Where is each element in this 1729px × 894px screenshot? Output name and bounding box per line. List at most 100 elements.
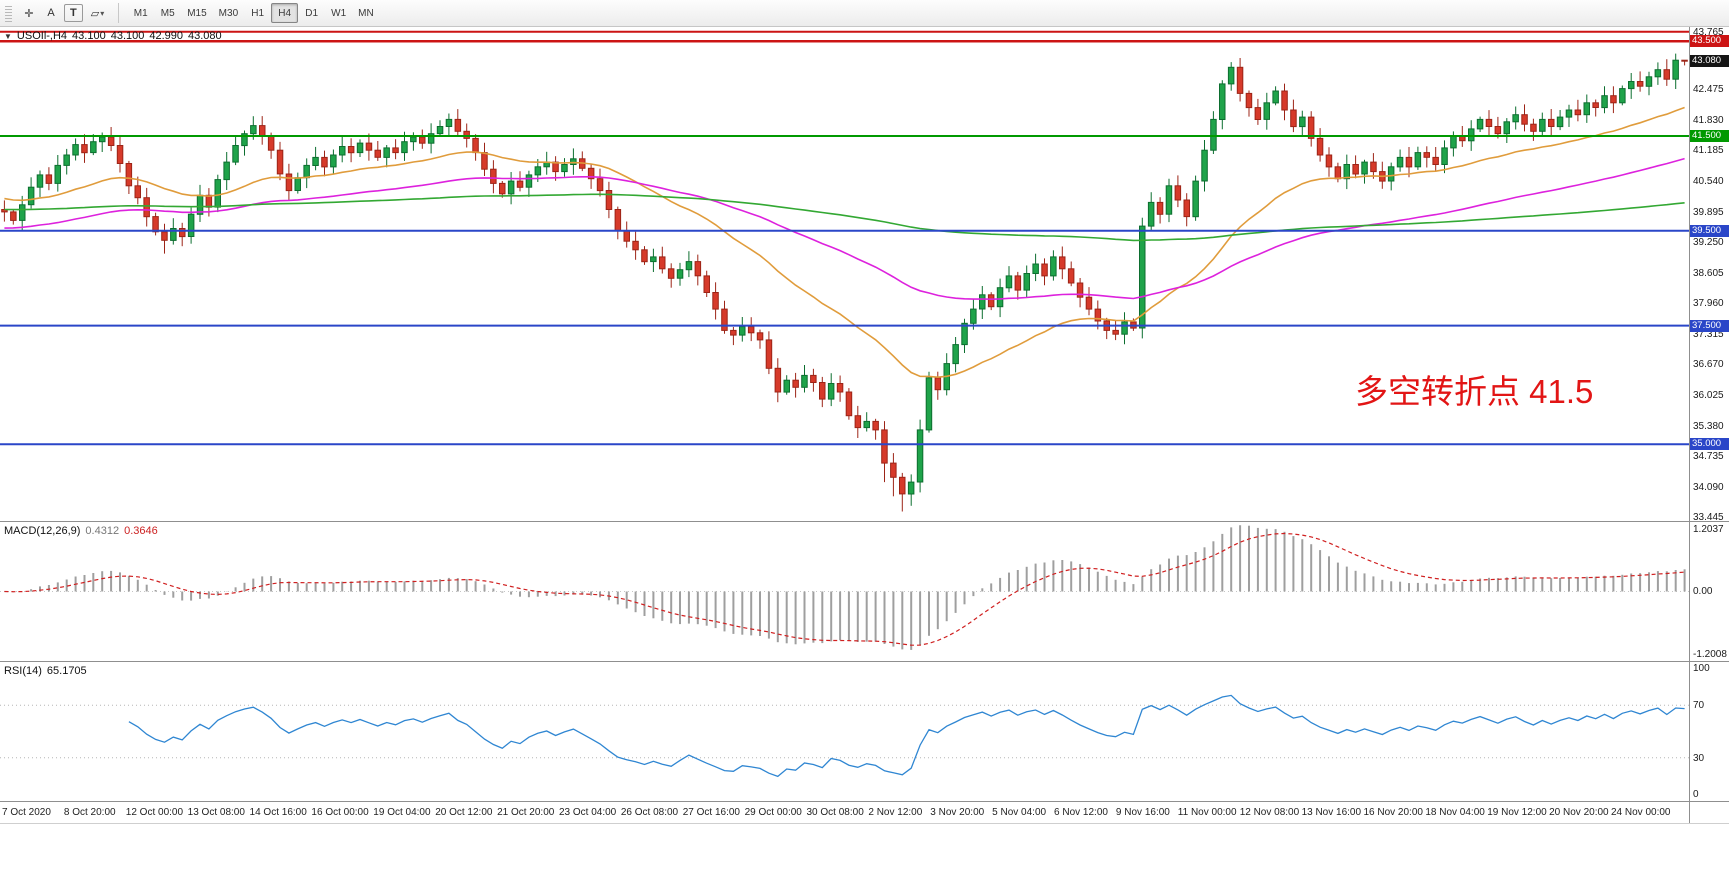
rsi-axis-label: 100: [1693, 663, 1710, 674]
time-axis-label: 19 Oct 04:00: [373, 807, 431, 818]
price-axis-label: 38.605: [1693, 267, 1724, 279]
macd-axis: 1.2037 0.00 -1.2008: [1689, 522, 1729, 661]
price-tag-39.500: 39.500: [1690, 224, 1729, 237]
time-axis-label: 23 Oct 04:00: [558, 807, 617, 818]
timeframe-button-m30[interactable]: M30: [218, 7, 239, 19]
time-axis-label: 13 Nov 16:00: [1301, 807, 1362, 818]
tool-button-shapes-dropdown[interactable]: ▱ ▾: [90, 7, 105, 20]
time-axis-label: 16 Oct 00:00: [311, 807, 369, 818]
time-axis-label: 26 Oct 08:00: [620, 807, 679, 818]
timeframe-button-m15[interactable]: M15: [187, 7, 207, 19]
macd-panel[interactable]: MACD(12,26,9) 0.4312 0.3646 1.2037 0.00 -1…: [0, 522, 1729, 662]
macd-chart: [0, 525, 1689, 650]
price-tag-37.500: 37.500: [1690, 319, 1729, 332]
time-axis-label: 20 Nov 20:00: [1549, 807, 1609, 818]
timeframe-button-h1[interactable]: H1: [251, 7, 265, 19]
time-axis-label: 6 Nov 12:00: [1054, 807, 1108, 818]
collapse-chart-icon[interactable]: ▼: [4, 31, 12, 41]
rsi-panel[interactable]: RSI(14) 65.1705 100 70 30 0: [0, 662, 1729, 802]
empty-area: [0, 824, 1729, 894]
close-value: 43.080: [188, 30, 222, 42]
time-axis-label: 3 Nov 20:00: [930, 807, 985, 818]
ma-fast-line: [4, 106, 1685, 379]
macd-main-value: 0.4312: [85, 525, 120, 537]
price-tag-41.500: 41.500: [1690, 130, 1729, 143]
symbol-ohlc-header: ▼ USOIl-,H4 43.100 43.100 42.990 43.080: [4, 30, 222, 42]
time-axis-label: 30 Oct 08:00: [806, 807, 864, 818]
time-axis-label: 29 Oct 00:00: [744, 807, 802, 818]
time-axis-label: 11 Nov 00:00: [1177, 807, 1237, 818]
time-axis-label: 21 Oct 20:00: [497, 807, 555, 818]
time-axis-label: 13 Oct 08:00: [187, 807, 245, 818]
chart-annotation-text[interactable]: 多空转折点 41.5: [1355, 373, 1594, 410]
timeframe-button-m1[interactable]: M1: [133, 7, 148, 19]
time-axis-label: 19 Nov 12:00: [1487, 807, 1547, 818]
timeframe-button-mn[interactable]: MN: [358, 7, 374, 19]
tool-button-crosshair[interactable]: ✛: [24, 7, 34, 20]
rsi-axis-label: 30: [1693, 752, 1705, 764]
axis-corner: [1689, 802, 1729, 823]
timeframe-button-m5[interactable]: M5: [160, 7, 175, 19]
symbol-label: USOIl-,H4: [16, 30, 68, 42]
timeframe-button-d1[interactable]: D1: [305, 7, 319, 19]
price-axis-label: 36.025: [1693, 390, 1724, 402]
price-axis-label: 41.185: [1693, 145, 1724, 157]
macd-histogram: [12, 525, 1686, 650]
rsi-line: [128, 694, 1685, 778]
price-axis-label: 34.735: [1693, 451, 1724, 463]
toolbar-grip[interactable]: [5, 4, 12, 22]
rsi-axis: 100 70 30 0: [1689, 662, 1729, 801]
price-axis-label: 40.540: [1693, 176, 1724, 188]
time-axis-label: 16 Nov 20:00: [1363, 807, 1423, 818]
macd-signal-line: [4, 532, 1685, 646]
rsi-axis-label: 70: [1693, 700, 1705, 712]
price-axis-label: 42.475: [1693, 84, 1724, 96]
macd-header: MACD(12,26,9) 0.4312 0.3646: [4, 525, 158, 537]
main-chart-panel[interactable]: ▼ USOIl-,H4 43.100 43.100 42.990 43.080 …: [0, 27, 1729, 522]
time-axis-label: 7 Oct 2020: [2, 807, 51, 818]
macd-axis-label: 1.2037: [1693, 524, 1724, 535]
high-value: 43.100: [110, 30, 145, 42]
rsi-value: 65.1705: [46, 665, 87, 677]
timeframes-group: M1 M5 M15 M30 H1 H4 D1 W1 MN: [127, 3, 379, 23]
macd-axis-label: 0.00: [1693, 585, 1713, 597]
time-axis[interactable]: 7 Oct 2020 8 Oct 20:00 12 Oct 00:00 13 Oct …: [0, 802, 1729, 824]
timeframe-button-h4[interactable]: H4: [271, 3, 299, 23]
time-axis-label: 2 Nov 12:00: [868, 807, 923, 818]
macd-signal-value: 0.3646: [124, 525, 158, 537]
time-axis-label: 18 Nov 04:00: [1425, 807, 1485, 818]
price-tag-35.000: 35.000: [1690, 438, 1729, 451]
candlestick-chart[interactable]: [0, 27, 1689, 520]
price-tag-43.500: 43.500: [1690, 35, 1729, 48]
price-tag-43.080: 43.080: [1690, 55, 1729, 68]
macd-axis-label: -1.2008: [1693, 649, 1727, 660]
price-axis-label: 37.315: [1693, 328, 1724, 340]
ma-slow-line: [4, 193, 1685, 242]
price-axis-label: 34.090: [1693, 481, 1724, 493]
rsi-axis-label: 0: [1693, 789, 1699, 800]
rsi-header: RSI(14) 65.1705: [4, 665, 87, 677]
ma-mid-line: [4, 157, 1685, 301]
time-axis-label: 5 Nov 04:00: [992, 807, 1047, 818]
time-axis-label: 9 Nov 16:00: [1115, 807, 1170, 818]
low-value: 42.990: [149, 30, 184, 42]
price-axis-label: 39.895: [1693, 206, 1724, 218]
macd-label: MACD(12,26,9): [4, 525, 81, 537]
time-axis-label: 12 Nov 08:00: [1239, 807, 1300, 818]
time-axis-label: 27 Oct 16:00: [682, 807, 740, 818]
time-axis-label: 12 Oct 00:00: [125, 807, 184, 818]
open-value: 43.100: [72, 30, 106, 42]
rsi-chart: [0, 694, 1689, 778]
price-axis-label: 41.830: [1693, 114, 1724, 126]
time-axis-label: 24 Nov 00:00: [1611, 807, 1671, 818]
time-axis-label: 8 Oct 20:00: [63, 807, 116, 818]
chevron-down-icon: ▾: [100, 8, 105, 18]
price-axis-label: 37.960: [1693, 298, 1724, 310]
price-axis[interactable]: 43.76543.12042.47541.83041.18540.54039.8…: [1689, 27, 1729, 521]
timeframe-button-w1[interactable]: W1: [331, 7, 347, 19]
tool-button-insert-text[interactable]: A: [47, 7, 55, 19]
price-axis-label: 36.670: [1693, 359, 1724, 371]
price-axis-label: 33.445: [1693, 512, 1724, 522]
tool-button-text-label[interactable]: T: [64, 4, 83, 22]
